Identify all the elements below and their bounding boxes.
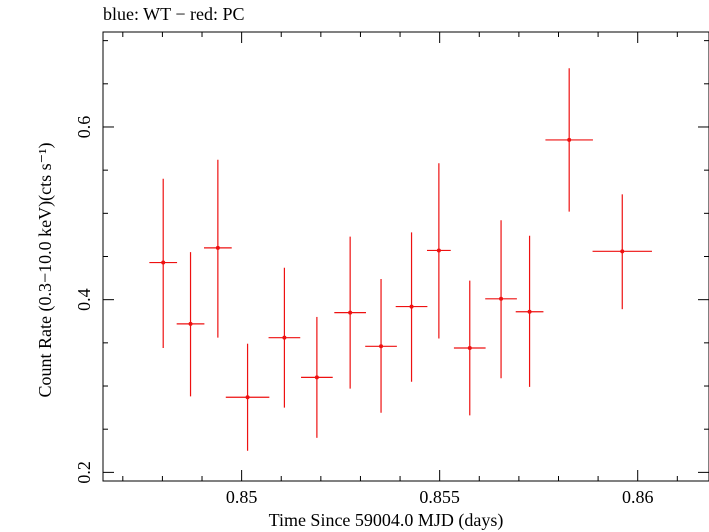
x-axis-label: Time Since 59004.0 MJD (days) [269,510,504,531]
point-marker [282,335,287,340]
point-marker [348,310,353,315]
plot-frame [102,31,709,482]
point-marker [467,346,472,351]
point-marker [409,304,414,309]
y-tick-label: 0.2 [74,461,94,484]
point-marker [436,248,441,253]
data-point [545,68,593,212]
chart-title: blue: WT − red: PC [103,4,245,24]
point-marker [620,249,625,254]
x-tick-label: 0.86 [622,487,654,507]
data-point [176,252,205,397]
data-point [149,178,178,349]
x-tick-label: 0.85 [226,487,258,507]
data-point [365,278,397,413]
point-marker [215,245,220,250]
data-point [268,267,301,408]
data-point [453,280,486,416]
data-point [515,235,544,387]
point-marker [567,137,572,142]
data-point [395,232,428,382]
y-tick-label: 0.6 [74,116,94,139]
data-point [426,163,451,339]
point-marker [161,260,166,265]
y-axis-label: Count Rate (0.3−10.0 keV)(cts s⁻¹) [35,142,56,397]
y-tick-label: 0.4 [74,288,94,311]
point-marker [245,395,250,400]
x-tick-label: 0.855 [419,487,460,507]
data-point [592,194,652,310]
data-point [225,343,270,451]
y-axis-ticks: 0.2 0.4 0.6 [74,40,709,484]
data-point [301,316,333,438]
point-marker [314,375,319,380]
point-marker [499,296,504,301]
point-marker [527,309,532,314]
point-marker [379,344,384,349]
x-axis-ticks: 0.85 0.855 0.86 [122,32,678,507]
point-marker [188,321,193,326]
data-points [149,68,652,451]
data-point [485,220,517,379]
data-point [204,159,232,338]
data-point [334,236,366,389]
